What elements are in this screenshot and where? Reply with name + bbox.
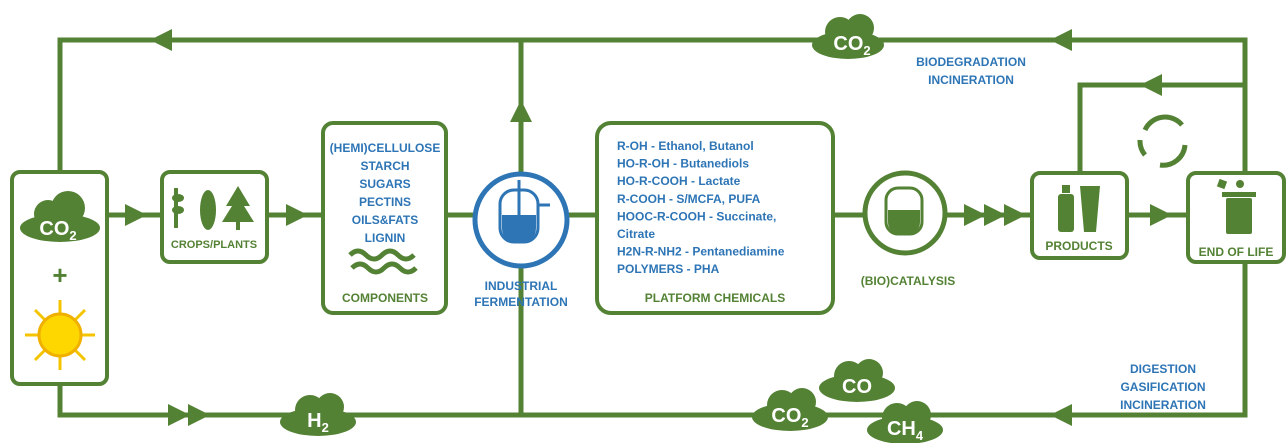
recycle-icon	[1140, 117, 1185, 165]
component-item: OILS&FATS	[352, 213, 418, 227]
chemical-item: H2N-R-NH2 - Pentanediamine	[617, 245, 785, 259]
chemical-item: R-OH - Ethanol, Butanol	[617, 139, 754, 153]
fermentation-label: INDUSTRIAL	[485, 279, 558, 293]
chemical-item: R-COOH - S/MCFA, PUFA	[617, 192, 761, 206]
chemicals-label: PLATFORM CHEMICALS	[645, 291, 785, 305]
products-label: PRODUCTS	[1045, 239, 1112, 253]
chemical-item: HO-R-COOH - Lactate	[617, 174, 741, 188]
cloud: CO2	[752, 388, 828, 431]
gas-label: CO	[842, 376, 872, 398]
chemical-item: POLYMERS - PHA	[617, 262, 720, 276]
chemical-item: HOOC-R-COOH - Succinate,	[617, 209, 776, 223]
loop-note: INCINERATION	[928, 73, 1014, 87]
loop-note: GASIFICATION	[1120, 380, 1205, 394]
component-item: STARCH	[360, 159, 409, 173]
loop-note: INCINERATION	[1120, 398, 1206, 412]
loop-note: BIODEGRADATION	[916, 55, 1026, 69]
component-item: (HEMI)CELLULOSE	[330, 141, 441, 155]
chemical-item: Citrate	[617, 227, 655, 241]
cloud: CO2	[812, 14, 884, 59]
loop-note: DIGESTION	[1130, 362, 1196, 376]
cloud: CO	[819, 359, 895, 402]
sun	[25, 300, 95, 370]
catalysis-vessel	[886, 188, 922, 234]
catalysis-label: (BIO)CATALYSIS	[861, 274, 955, 288]
component-item: SUGARS	[359, 177, 410, 191]
cloud: H2	[280, 393, 356, 436]
components-label: COMPONENTS	[342, 291, 428, 305]
end-of-life-label: END OF LIFE	[1199, 245, 1274, 259]
cloud: CH4	[867, 401, 943, 443]
diagram: CO2 + CROPS/PLANTS (HEMI)CELLULOSE STARCH…	[0, 0, 1287, 443]
crops-label: CROPS/PLANTS	[171, 239, 257, 251]
component-item: LIGNIN	[365, 231, 406, 245]
plus: +	[52, 260, 67, 290]
fermentation-label: FERMENTATION	[474, 295, 568, 309]
component-item: PECTINS	[359, 195, 411, 209]
chemical-item: HO-R-OH - Butanediols	[617, 157, 749, 171]
